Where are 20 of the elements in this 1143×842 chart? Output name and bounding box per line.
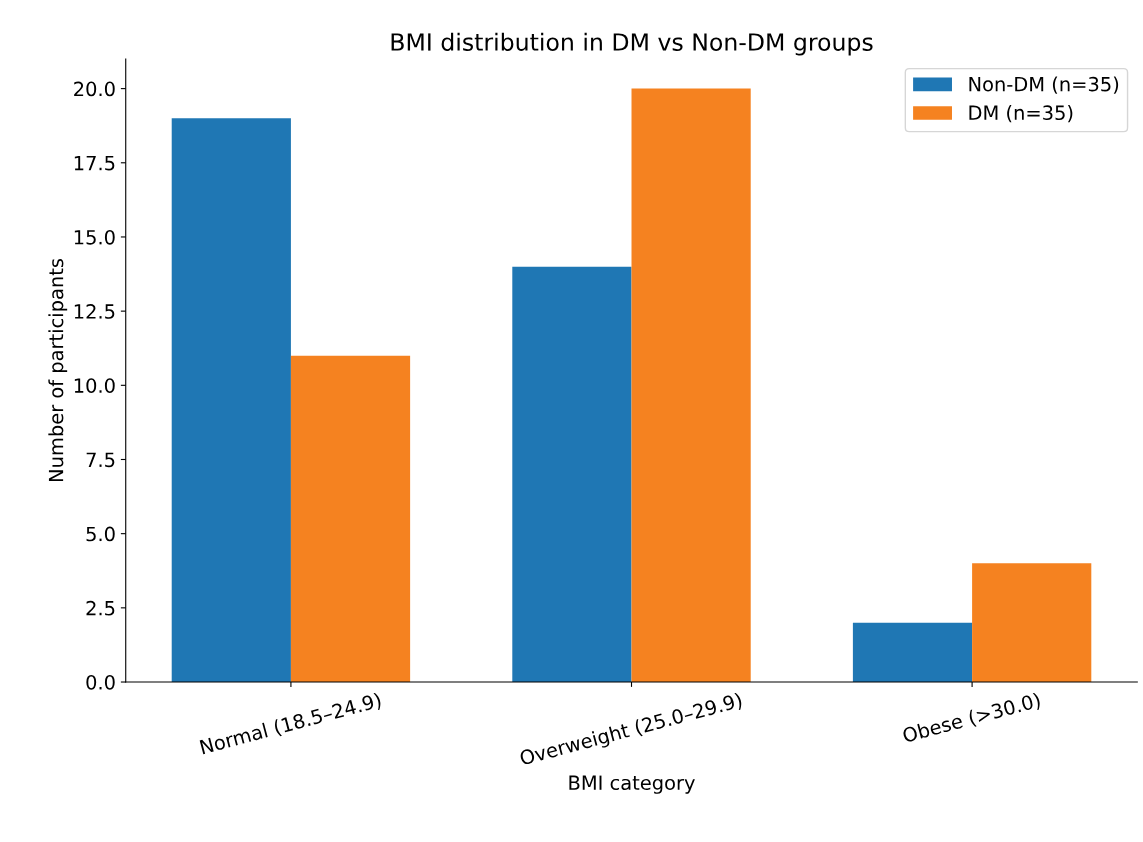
y-tick-label: 10.0 (74, 378, 115, 393)
legend-label: DM (n=35) (969, 105, 1073, 123)
y-tick-label: 20.0 (74, 81, 115, 97)
bar (290, 355, 411, 683)
legend-label: Non-DM (n=35) (969, 76, 1119, 94)
y-tick-label: 17.5 (74, 156, 115, 171)
bar (972, 563, 1092, 683)
y-tick-label: 5.0 (86, 526, 115, 542)
bar (631, 88, 751, 683)
x-axis-title: BMI category (569, 775, 695, 794)
y-axis-title: Number of participants (48, 258, 68, 482)
y-tick-label: 0.0 (86, 674, 115, 690)
y-tick-label: 7.5 (86, 452, 115, 468)
bar (512, 266, 632, 683)
y-tick-label: 12.5 (74, 304, 115, 319)
chart-title: BMI distribution in DM vs Non-DM groups (391, 32, 873, 56)
y-tick-label: 2.5 (86, 600, 115, 616)
bar (852, 622, 973, 683)
y-tick-label: 15.0 (74, 229, 115, 245)
bar (171, 118, 291, 683)
